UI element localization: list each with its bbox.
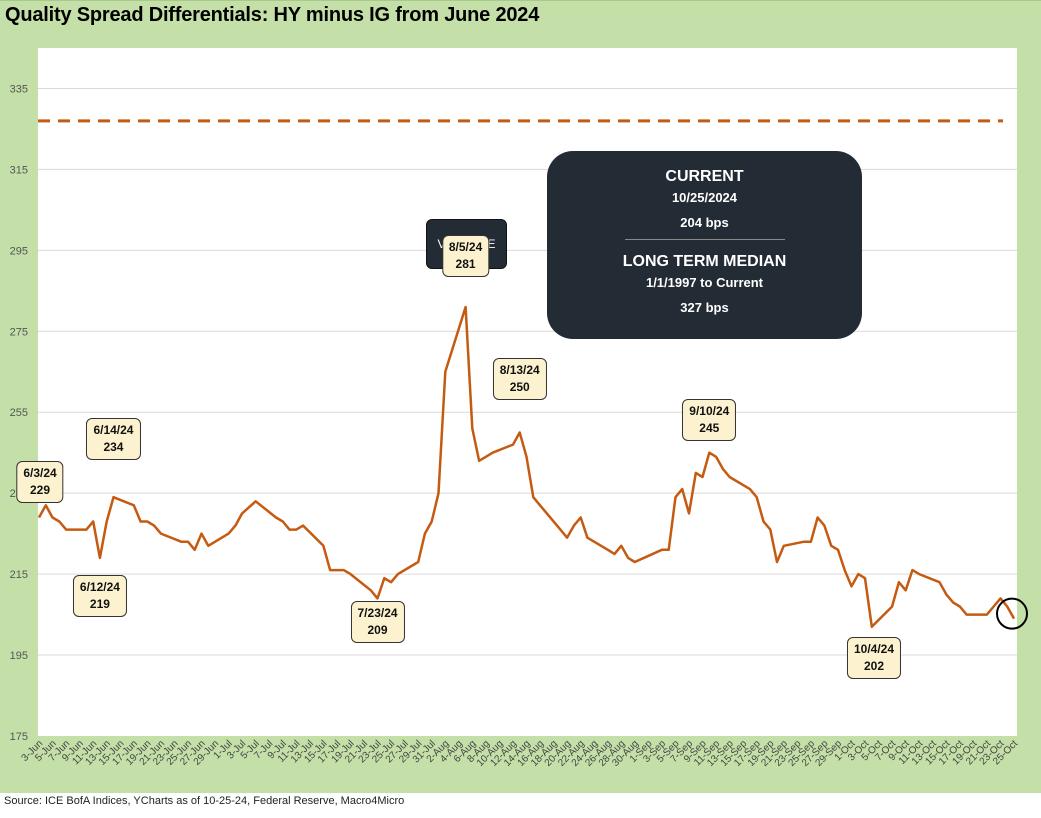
- y-tick-label: 295: [10, 245, 28, 257]
- callout-label: 9/10/24 245: [682, 398, 737, 441]
- median-range: 1/1/1997 to Current: [645, 275, 764, 290]
- callout-value: 250: [509, 380, 530, 395]
- current-date: 10/25/2024: [671, 190, 738, 205]
- infobox-separator: [624, 239, 785, 240]
- callout-value: 245: [699, 420, 720, 435]
- callout-value: 202: [863, 658, 885, 673]
- current-value: 204 bps: [680, 215, 729, 230]
- callout-value: 234: [103, 440, 124, 455]
- current-heading: CURRENT: [665, 168, 744, 185]
- y-tick-label: 175: [10, 731, 28, 743]
- callout-label: 6/3/24 229: [16, 461, 64, 504]
- callout-label: 10/4/24 202: [846, 636, 902, 679]
- callout-date: 9/10/24: [689, 403, 730, 418]
- median-value: 327 bps: [680, 300, 729, 315]
- callout-label: 7/23/24 209: [350, 601, 405, 644]
- callout-date: 6/14/24: [93, 423, 134, 438]
- callout-date: 10/4/24: [853, 641, 895, 656]
- callout-date: 8/5/24: [448, 240, 483, 254]
- series-line: [37, 305, 1016, 628]
- y-tick-label: 275: [10, 326, 28, 338]
- y-tick-label: 335: [10, 83, 28, 95]
- y-axis: 175195215235255275295315335: [10, 83, 28, 743]
- callout-label: 6/12/24 219: [72, 574, 127, 617]
- source-note: Source: ICE BofA Indices, YCharts as of …: [4, 795, 405, 807]
- y-tick-label: 315: [10, 164, 28, 176]
- callout-date: 6/3/24: [23, 466, 57, 481]
- current-value-marker: [996, 597, 1028, 630]
- callout-date: 7/23/24: [357, 606, 398, 621]
- callout-value: 209: [367, 623, 388, 638]
- x-axis: 3-Jun5-Jun7-Jun9-Jun11-Jun13-Jun15-Jun17…: [20, 738, 1021, 769]
- y-tick-label: 255: [10, 407, 28, 419]
- callout-value: 229: [29, 483, 51, 498]
- callout-value: 219: [89, 596, 110, 611]
- callout-label: 6/14/24 234: [86, 418, 141, 461]
- y-tick-label: 195: [10, 650, 28, 662]
- chart-title: Quality Spread Differentials: HY minus I…: [5, 4, 540, 26]
- callout-date: 8/13/24: [499, 363, 540, 378]
- callout-date: 6/12/24: [79, 579, 120, 594]
- callout-label: 8/5/24 281: [441, 235, 490, 277]
- median-heading: LONG TERM MEDIAN: [622, 253, 787, 270]
- callout-value: 281: [455, 257, 476, 271]
- summary-infobox: CURRENT 10/25/2024 204 bps LONG TERM MED…: [547, 151, 862, 339]
- y-tick-label: 215: [10, 569, 28, 581]
- chart-svg: 175195215235255275295315335 3-Jun5-Jun7-…: [10, 83, 1028, 769]
- callout-label: 8/13/24 250: [492, 358, 547, 401]
